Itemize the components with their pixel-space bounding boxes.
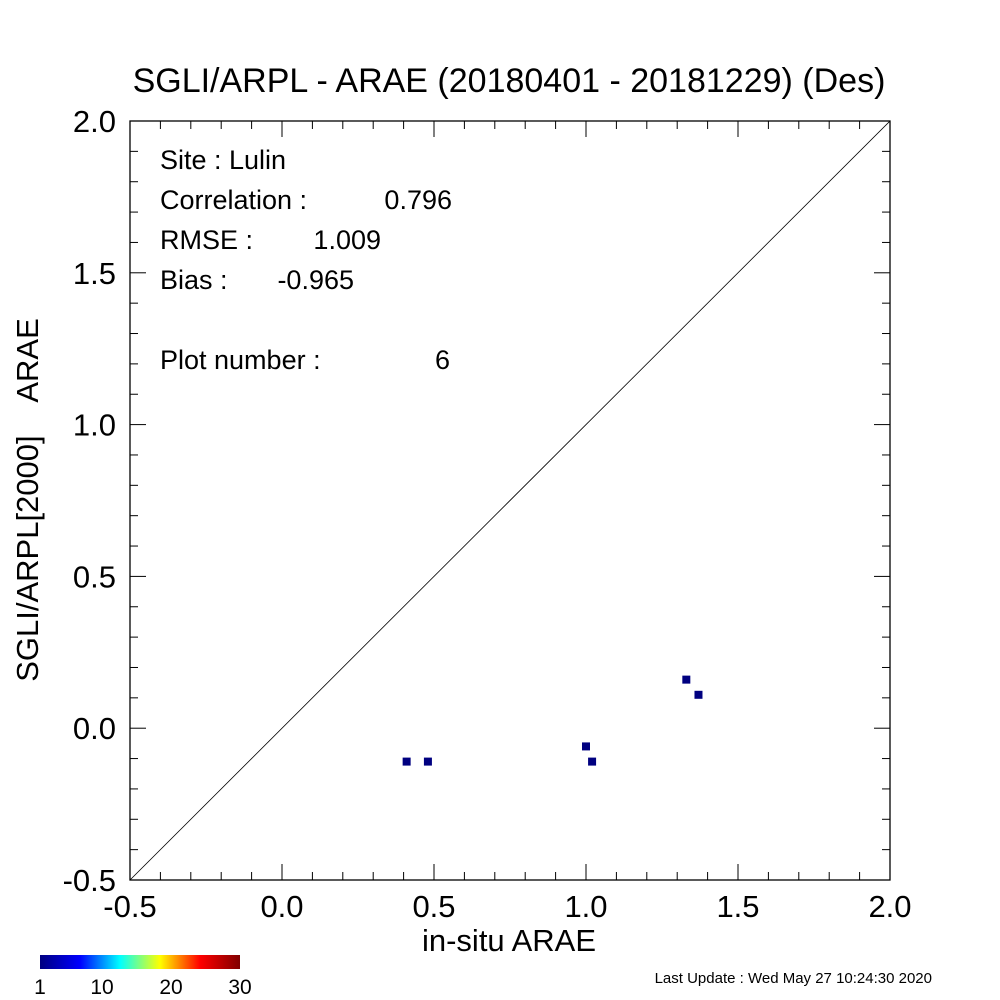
colorbar [40, 955, 240, 969]
data-point [682, 675, 691, 684]
x-tick-label: 0.0 [260, 889, 303, 924]
x-tick-label: 0.5 [412, 889, 455, 924]
y-tick-label: 1.0 [73, 408, 116, 443]
one-to-one-line [129, 120, 891, 881]
colorbar-tick-label: 10 [90, 976, 113, 999]
last-update-text: Last Update : Wed May 27 10:24:30 2020 [655, 970, 932, 987]
colorbar-ticks: 1 10 20 30 [34, 976, 252, 999]
y-tick-label: -0.5 [63, 863, 116, 898]
x-tick-label: 1.0 [564, 889, 607, 924]
y-tick-label: 2.0 [73, 104, 116, 139]
colorbar-tick-label: 1 [34, 976, 46, 999]
stats-correlation-value: 0.796 [384, 185, 452, 215]
stats-plot-number-label: Plot number : [160, 345, 321, 375]
stats-panel: Site : Lulin Correlation : 0.796 RMSE : … [160, 145, 452, 375]
colorbar-tick-label: 20 [159, 976, 182, 999]
stats-site: Site : Lulin [160, 145, 286, 175]
data-point [402, 757, 411, 766]
axes: -0.5 0.0 0.5 1.0 1.5 2.0 -0.5 0.0 0.5 1.0 1.5 2.0 [63, 104, 912, 924]
stats-plot-number-value: 6 [435, 345, 450, 375]
data-points [402, 675, 703, 766]
y-axis-label: SGLI/ARPL[2000] ARAE [10, 318, 45, 682]
plot-frame [129, 120, 891, 881]
x-tick-label: -0.5 [103, 889, 156, 924]
stats-bias-label: Bias : [160, 265, 228, 295]
data-point [588, 757, 597, 766]
y-tick-label: 1.5 [73, 256, 116, 291]
x-axis-label: in-situ ARAE [422, 923, 596, 958]
stats-correlation-label: Correlation : [160, 185, 307, 215]
data-point [582, 742, 590, 751]
chart-title: SGLI/ARPL - ARAE (20180401 - 20181229) (… [133, 62, 886, 100]
y-tick-label: 0.0 [73, 711, 116, 746]
colorbar-tick-label: 30 [228, 976, 251, 999]
stats-bias-value: -0.965 [277, 265, 354, 295]
stats-rmse-value: 1.009 [313, 225, 381, 255]
data-point [423, 757, 432, 766]
data-point [694, 690, 703, 699]
y-tick-label: 0.5 [73, 559, 116, 594]
x-tick-label: 1.5 [716, 889, 759, 924]
x-tick-label: 2.0 [868, 889, 911, 924]
stats-rmse-label: RMSE : [160, 225, 253, 255]
